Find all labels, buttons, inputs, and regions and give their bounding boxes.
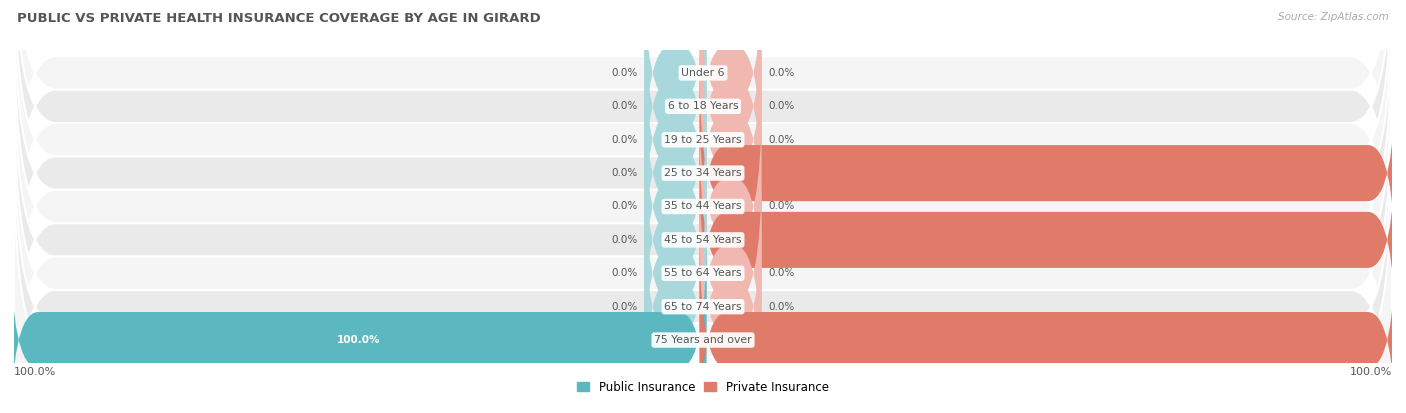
FancyBboxPatch shape — [14, 0, 1392, 323]
FancyBboxPatch shape — [700, 235, 1395, 413]
FancyBboxPatch shape — [700, 201, 762, 412]
Text: 6 to 18 Years: 6 to 18 Years — [668, 101, 738, 112]
Text: 100.0%: 100.0% — [1402, 168, 1406, 178]
FancyBboxPatch shape — [14, 157, 1392, 413]
Text: 0.0%: 0.0% — [612, 268, 637, 278]
Text: 0.0%: 0.0% — [612, 202, 637, 211]
Text: 0.0%: 0.0% — [612, 235, 637, 245]
FancyBboxPatch shape — [14, 23, 1392, 390]
FancyBboxPatch shape — [644, 201, 706, 412]
FancyBboxPatch shape — [14, 0, 1392, 290]
Text: 0.0%: 0.0% — [612, 168, 637, 178]
Text: 65 to 74 Years: 65 to 74 Years — [664, 301, 742, 312]
Text: 0.0%: 0.0% — [769, 301, 794, 312]
FancyBboxPatch shape — [644, 1, 706, 212]
FancyBboxPatch shape — [700, 0, 762, 178]
Text: 0.0%: 0.0% — [769, 202, 794, 211]
Text: 0.0%: 0.0% — [769, 135, 794, 145]
Text: 100.0%: 100.0% — [1402, 235, 1406, 245]
FancyBboxPatch shape — [644, 101, 706, 312]
FancyBboxPatch shape — [14, 0, 1392, 357]
FancyBboxPatch shape — [700, 134, 1395, 345]
Text: 0.0%: 0.0% — [769, 101, 794, 112]
Text: 75 Years and over: 75 Years and over — [654, 335, 752, 345]
FancyBboxPatch shape — [644, 34, 706, 245]
FancyBboxPatch shape — [700, 1, 762, 212]
FancyBboxPatch shape — [14, 56, 1392, 413]
Text: PUBLIC VS PRIVATE HEALTH INSURANCE COVERAGE BY AGE IN GIRARD: PUBLIC VS PRIVATE HEALTH INSURANCE COVER… — [17, 12, 541, 25]
Text: 0.0%: 0.0% — [769, 268, 794, 278]
Text: 55 to 64 Years: 55 to 64 Years — [664, 268, 742, 278]
Text: 0.0%: 0.0% — [769, 68, 794, 78]
Text: 0.0%: 0.0% — [612, 68, 637, 78]
Text: 0.0%: 0.0% — [612, 301, 637, 312]
Text: 0.0%: 0.0% — [612, 135, 637, 145]
Text: 100.0%: 100.0% — [1350, 368, 1392, 377]
Text: 25 to 34 Years: 25 to 34 Years — [664, 168, 742, 178]
FancyBboxPatch shape — [14, 0, 1392, 256]
FancyBboxPatch shape — [644, 68, 706, 279]
FancyBboxPatch shape — [700, 34, 762, 245]
Text: Source: ZipAtlas.com: Source: ZipAtlas.com — [1278, 12, 1389, 22]
Text: Under 6: Under 6 — [682, 68, 724, 78]
FancyBboxPatch shape — [11, 235, 706, 413]
Text: 100.0%: 100.0% — [14, 368, 56, 377]
Text: 100.0%: 100.0% — [1402, 335, 1406, 345]
FancyBboxPatch shape — [14, 90, 1392, 413]
Text: 100.0%: 100.0% — [337, 335, 380, 345]
Text: 0.0%: 0.0% — [612, 101, 637, 112]
Text: 35 to 44 Years: 35 to 44 Years — [664, 202, 742, 211]
FancyBboxPatch shape — [644, 0, 706, 178]
Text: 100.0%: 100.0% — [0, 335, 4, 345]
FancyBboxPatch shape — [700, 168, 762, 379]
FancyBboxPatch shape — [700, 68, 1395, 279]
FancyBboxPatch shape — [14, 123, 1392, 413]
FancyBboxPatch shape — [700, 101, 762, 312]
Text: 19 to 25 Years: 19 to 25 Years — [664, 135, 742, 145]
FancyBboxPatch shape — [644, 134, 706, 345]
Text: 45 to 54 Years: 45 to 54 Years — [664, 235, 742, 245]
FancyBboxPatch shape — [644, 168, 706, 379]
Legend: Public Insurance, Private Insurance: Public Insurance, Private Insurance — [572, 376, 834, 399]
